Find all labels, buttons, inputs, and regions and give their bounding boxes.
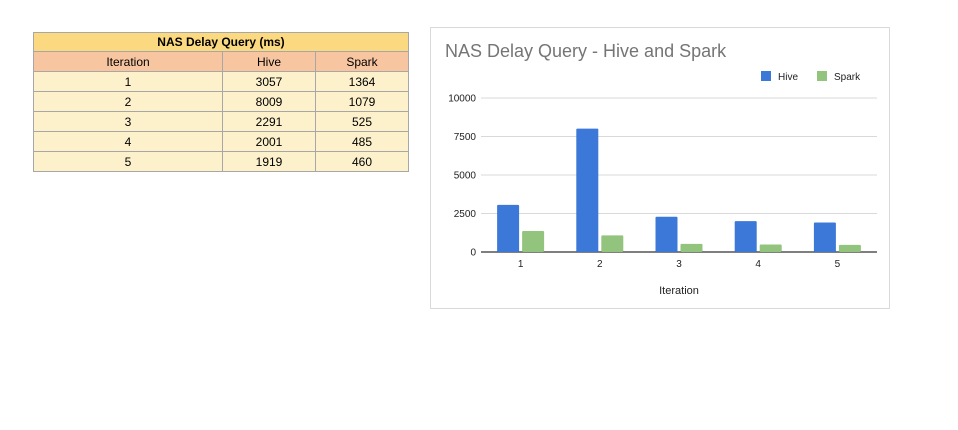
cell-hive[interactable]: 2291 — [222, 111, 316, 132]
x-axis-ticks: 1 2 3 4 5 — [518, 259, 841, 270]
x-tick-label: 2 — [597, 259, 603, 270]
x-tick-label: 5 — [835, 259, 841, 270]
bars — [497, 128, 861, 252]
cell-iteration[interactable]: 3 — [33, 111, 223, 132]
bar-hive-1[interactable] — [497, 204, 520, 252]
cell-hive[interactable]: 1919 — [222, 151, 316, 172]
bar-hive-2[interactable] — [576, 128, 599, 252]
table-row: 4 2001 485 — [33, 131, 409, 152]
x-tick-label: 3 — [676, 259, 682, 270]
bar-spark-1[interactable] — [522, 230, 545, 252]
bar-spark-2[interactable] — [601, 235, 624, 252]
header-iteration[interactable]: Iteration — [33, 51, 223, 72]
cell-iteration[interactable]: 5 — [33, 151, 223, 172]
y-tick-label: 2500 — [454, 209, 477, 220]
y-tick-label: 0 — [470, 248, 476, 259]
cell-hive[interactable]: 2001 — [222, 131, 316, 152]
bar-spark-5[interactable] — [838, 244, 861, 252]
bar-hive-3[interactable] — [655, 216, 678, 252]
table-row: 2 8009 1079 — [33, 91, 409, 112]
legend-label-spark: Spark — [834, 72, 861, 83]
cell-iteration[interactable]: 2 — [33, 91, 223, 112]
bar-hive-4[interactable] — [734, 221, 757, 252]
bar-hive-5[interactable] — [813, 222, 836, 252]
header-hive[interactable]: Hive — [222, 51, 316, 72]
table-row: 1 3057 1364 — [33, 71, 409, 92]
cell-spark[interactable]: 485 — [315, 131, 409, 152]
legend-label-hive: Hive — [778, 72, 798, 83]
bar-spark-3[interactable] — [680, 243, 703, 252]
legend-swatch-spark — [817, 71, 827, 81]
cell-hive[interactable]: 3057 — [222, 71, 316, 92]
table-row: 5 1919 460 — [33, 151, 409, 172]
cell-spark[interactable]: 1079 — [315, 91, 409, 112]
chart-title: NAS Delay Query - Hive and Spark — [445, 41, 727, 61]
legend-swatch-hive — [761, 71, 771, 81]
table-row: 3 2291 525 — [33, 111, 409, 132]
header-spark[interactable]: Spark — [315, 51, 409, 72]
gridlines — [481, 97, 877, 253]
chart-card[interactable]: NAS Delay Query - Hive and Spark Hive Sp… — [430, 27, 890, 309]
cell-spark[interactable]: 460 — [315, 151, 409, 172]
table-header-row: Iteration Hive Spark — [33, 51, 409, 72]
x-tick-label: 1 — [518, 259, 524, 270]
y-tick-label: 10000 — [448, 94, 476, 105]
y-tick-label: 5000 — [454, 171, 477, 182]
bar-chart: NAS Delay Query - Hive and Spark Hive Sp… — [445, 41, 877, 297]
chart-legend: Hive Spark — [761, 71, 861, 83]
y-tick-label: 7500 — [454, 132, 477, 143]
cell-hive[interactable]: 8009 — [222, 91, 316, 112]
cell-spark[interactable]: 525 — [315, 111, 409, 132]
cell-iteration[interactable]: 1 — [33, 71, 223, 92]
x-tick-label: 4 — [755, 259, 761, 270]
table-title[interactable]: NAS Delay Query (ms) — [33, 32, 409, 52]
x-axis-title: Iteration — [659, 285, 699, 297]
bar-spark-4[interactable] — [759, 244, 782, 252]
y-axis-ticks: 0 2500 5000 7500 10000 — [448, 94, 476, 259]
cell-iteration[interactable]: 4 — [33, 131, 223, 152]
table-title-row: NAS Delay Query (ms) — [33, 32, 409, 52]
data-table: NAS Delay Query (ms) Iteration Hive Spar… — [33, 32, 409, 172]
cell-spark[interactable]: 1364 — [315, 71, 409, 92]
